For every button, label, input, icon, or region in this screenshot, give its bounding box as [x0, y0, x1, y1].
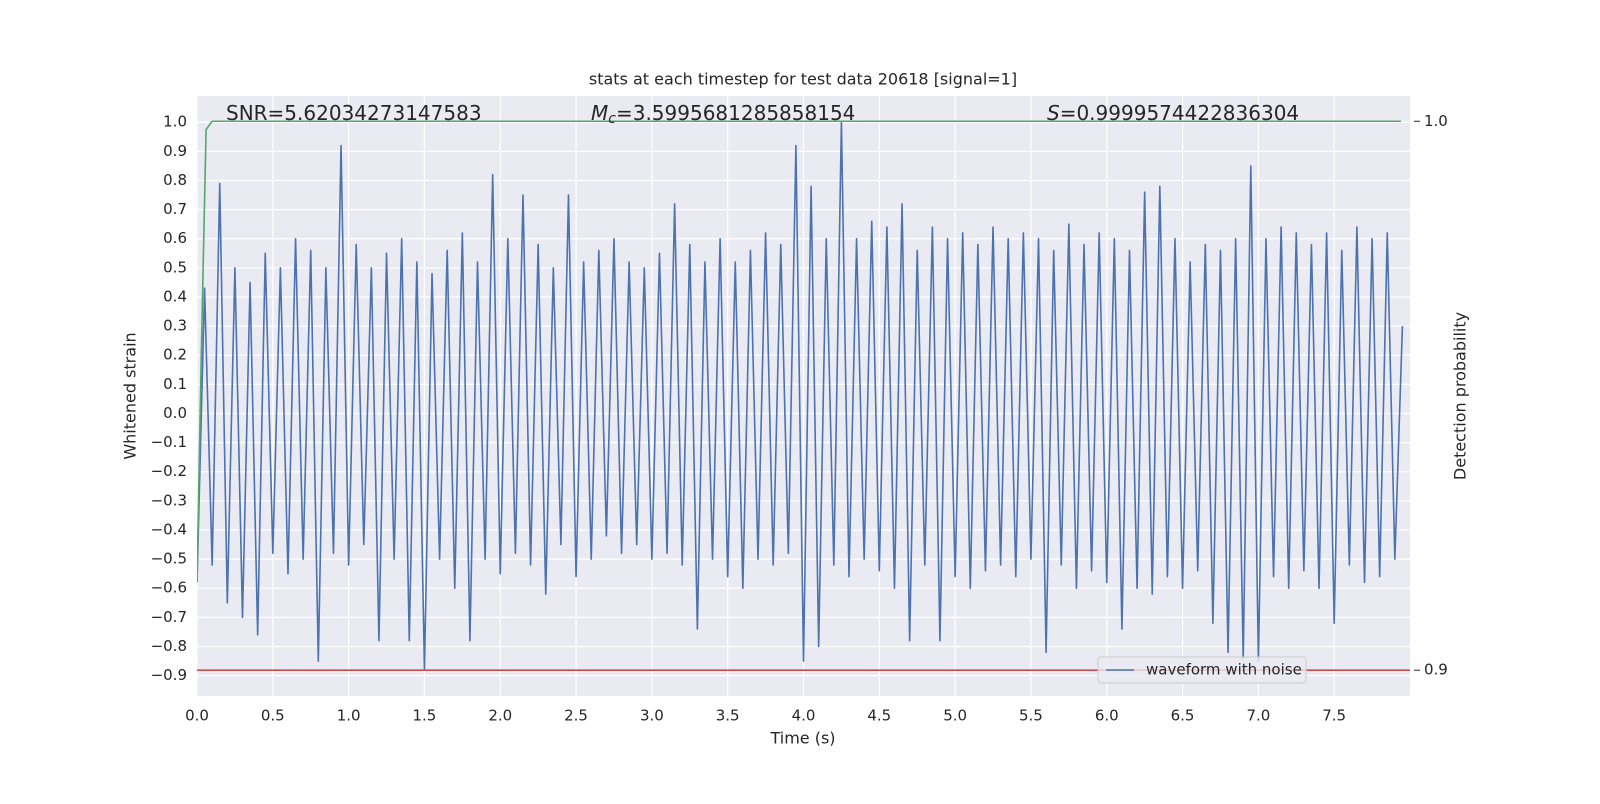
y-tick-label: 1.0 — [163, 113, 187, 131]
annotation-subscript: c — [608, 111, 616, 127]
y-tick-label: 0.3 — [163, 317, 187, 335]
y-tick-label: 0.8 — [163, 171, 187, 189]
y-tick-label: 0.0 — [163, 404, 187, 422]
x-tick-label: 2.5 — [564, 707, 588, 725]
annotation-symbol: M — [591, 101, 608, 125]
x-tick-label: 6.0 — [1095, 707, 1119, 725]
x-tick-label: 6.5 — [1171, 707, 1195, 725]
data-line — [197, 121, 1404, 671]
x-tick-label: 4.0 — [792, 707, 816, 725]
annotation: S=0.9999574422836304 — [1047, 101, 1299, 125]
y-tick-label: 0.5 — [163, 258, 187, 276]
chart-title: stats at each timestep for test data 206… — [589, 70, 1017, 89]
y-tick-label: 0.2 — [163, 346, 187, 364]
y-tick-label: −0.4 — [151, 520, 187, 538]
x-axis-label: Time (s) — [769, 729, 835, 748]
y2-tick-label: 0.9 — [1424, 661, 1448, 679]
y-tick-label: 0.6 — [163, 229, 187, 247]
x-tick-label: 3.0 — [640, 707, 664, 725]
x-tick-label: 0.0 — [185, 707, 209, 725]
y-tick-label: 0.7 — [163, 200, 187, 218]
y-tick-label: −0.7 — [151, 608, 187, 626]
y2-axis-label: Detection probability — [1451, 312, 1470, 480]
x-tick-label: 1.5 — [413, 707, 437, 725]
x-tick-label: 2.0 — [488, 707, 512, 725]
data-line — [197, 120, 1401, 581]
annotation-text: =0.9999574422836304 — [1060, 101, 1299, 125]
annotation-symbol: S — [1047, 101, 1060, 125]
y-tick-label: −0.3 — [151, 491, 187, 509]
grid — [196, 96, 1410, 696]
annotation: SNR=5.62034273147583 — [226, 101, 482, 125]
legend-label: waveform with noise — [1146, 661, 1302, 679]
x-tick-label: 7.0 — [1246, 707, 1270, 725]
x-tick-label: 7.5 — [1322, 707, 1346, 725]
x-tick-label: 3.5 — [716, 707, 740, 725]
y-tick-label: −0.8 — [151, 637, 187, 655]
annotation-text: =3.5995681285858154 — [616, 101, 855, 125]
x-tick-label: 1.0 — [337, 707, 361, 725]
overlay: SNR=5.62034273147583 Mc=3.599568128585815… — [226, 101, 1307, 684]
x-tick-label: 5.0 — [943, 707, 967, 725]
y-tick-label: 0.9 — [163, 142, 187, 160]
x-tick-label: 0.5 — [261, 707, 285, 725]
y-tick-label: −0.9 — [151, 666, 187, 684]
x-tick-label: 5.5 — [1019, 707, 1043, 725]
x-tick-label: 4.5 — [867, 707, 891, 725]
y-tick-label: −0.6 — [151, 579, 187, 597]
annotation: Mc=3.5995681285858154 — [591, 101, 855, 128]
y-tick-label: 0.1 — [163, 375, 187, 393]
y2-tick-label: 1.0 — [1424, 112, 1448, 130]
annotation-text: SNR=5.62034273147583 — [226, 101, 482, 125]
y-tick-label: −0.2 — [151, 462, 187, 480]
y-tick-label: −0.1 — [151, 433, 187, 451]
y-tick-label: 0.4 — [163, 287, 187, 305]
y-tick-label: −0.5 — [151, 550, 187, 568]
legend-box — [1097, 656, 1307, 684]
y-axis-label: Whitened strain — [121, 332, 140, 459]
